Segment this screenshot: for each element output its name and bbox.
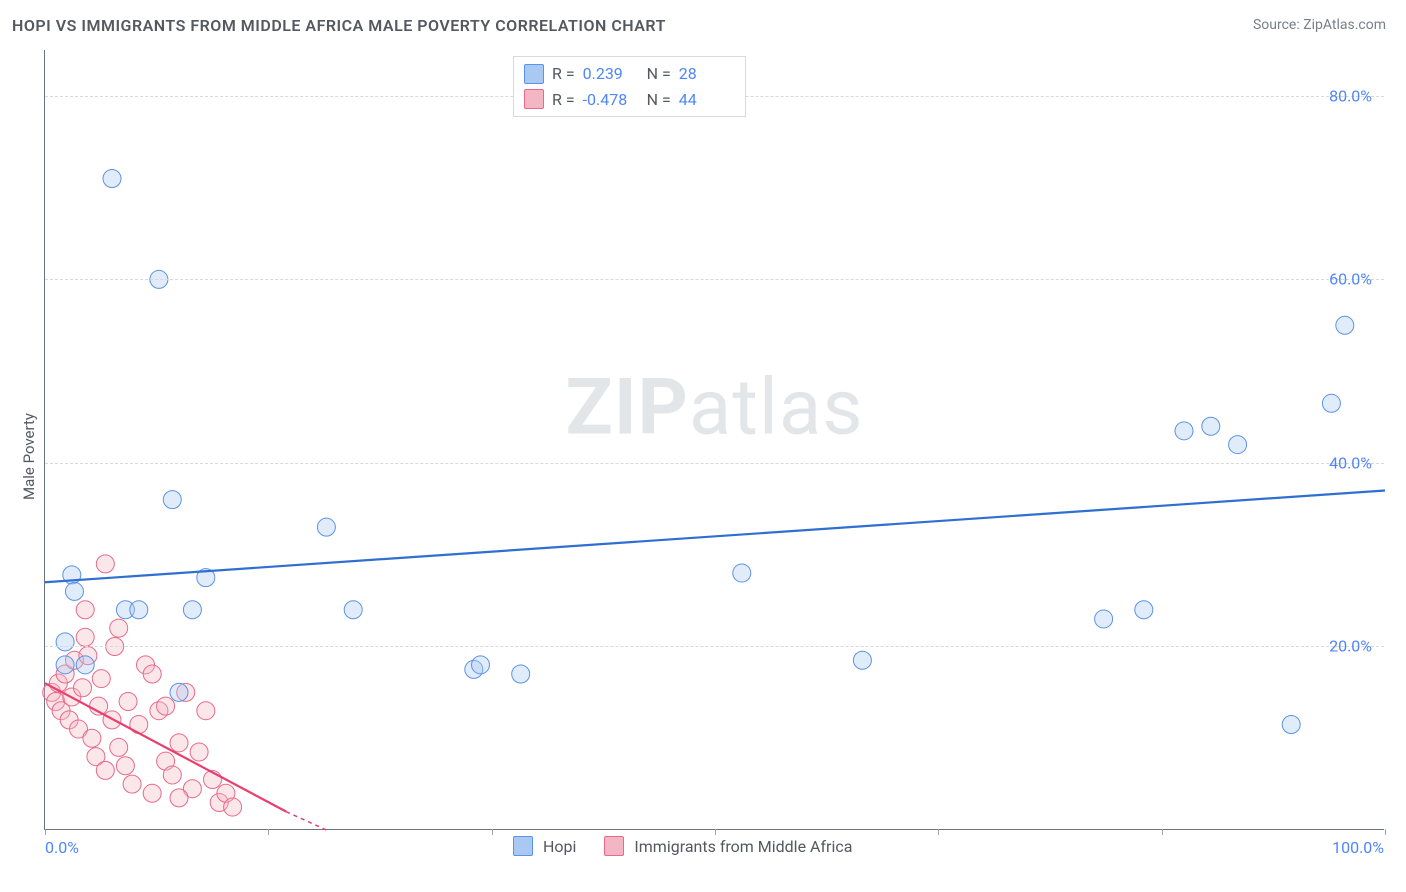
point-hopi bbox=[56, 633, 74, 651]
n-value: 28 bbox=[679, 61, 735, 87]
n-label: N = bbox=[647, 61, 671, 87]
point-immigrants bbox=[92, 670, 110, 688]
point-hopi bbox=[512, 665, 530, 683]
point-immigrants bbox=[157, 697, 175, 715]
x-tick-label-left: 0.0% bbox=[45, 838, 79, 857]
y-tick-label: 20.0% bbox=[1329, 637, 1372, 656]
y-tick-label: 60.0% bbox=[1329, 270, 1372, 289]
header: HOPI VS IMMIGRANTS FROM MIDDLE AFRICA MA… bbox=[0, 0, 1406, 40]
gridline bbox=[45, 463, 1384, 464]
scatter-chart: ZIPatlas 20.0%40.0%60.0%80.0%0.0%100.0% bbox=[44, 50, 1384, 830]
point-hopi bbox=[183, 601, 201, 619]
point-immigrants bbox=[143, 665, 161, 683]
point-immigrants bbox=[224, 798, 242, 816]
r-value: -0.478 bbox=[583, 87, 639, 113]
point-hopi bbox=[1322, 394, 1340, 412]
watermark: ZIPatlas bbox=[565, 363, 863, 454]
x-tick bbox=[938, 829, 939, 835]
source-label: Source: ZipAtlas.com bbox=[1253, 17, 1386, 33]
point-immigrants bbox=[123, 775, 141, 793]
point-immigrants bbox=[76, 628, 94, 646]
point-hopi bbox=[163, 491, 181, 509]
stats-swatch bbox=[524, 64, 544, 84]
x-tick bbox=[715, 829, 716, 835]
n-value: 44 bbox=[679, 87, 735, 113]
y-tick-label: 80.0% bbox=[1329, 86, 1372, 105]
watermark-rest: atlas bbox=[689, 363, 864, 454]
point-hopi bbox=[853, 651, 871, 669]
point-hopi bbox=[65, 582, 83, 600]
point-immigrants bbox=[119, 693, 137, 711]
point-immigrants bbox=[143, 784, 161, 802]
point-immigrants bbox=[74, 679, 92, 697]
point-immigrants bbox=[197, 702, 215, 720]
stats-row: R = 0.239 N = 28 bbox=[524, 61, 735, 87]
point-hopi bbox=[130, 601, 148, 619]
stats-row: R = -0.478 N = 44 bbox=[524, 87, 735, 113]
plot-svg bbox=[45, 50, 345, 200]
x-tick bbox=[1385, 829, 1386, 835]
r-value: 0.239 bbox=[583, 61, 639, 87]
x-tick bbox=[268, 829, 269, 835]
point-hopi bbox=[472, 656, 490, 674]
point-hopi bbox=[1229, 436, 1247, 454]
legend: Hopi Immigrants from Middle Africa bbox=[513, 836, 870, 856]
point-hopi bbox=[1095, 610, 1113, 628]
point-immigrants bbox=[190, 743, 208, 761]
watermark-bold: ZIP bbox=[565, 363, 688, 454]
trendline-immigrants-ext bbox=[286, 812, 326, 830]
trendline-hopi bbox=[45, 490, 1385, 582]
point-immigrants bbox=[110, 738, 128, 756]
point-immigrants bbox=[163, 766, 181, 784]
stats-box: R = 0.239 N = 28 R = -0.478 N = 44 bbox=[513, 56, 746, 117]
point-hopi bbox=[1282, 715, 1300, 733]
legend-label: Hopi bbox=[543, 837, 576, 856]
point-hopi bbox=[1175, 422, 1193, 440]
legend-swatch bbox=[604, 836, 624, 856]
legend-swatch bbox=[513, 836, 533, 856]
point-hopi bbox=[733, 564, 751, 582]
point-immigrants bbox=[96, 761, 114, 779]
r-label: R = bbox=[552, 87, 575, 113]
point-hopi bbox=[56, 656, 74, 674]
r-label: R = bbox=[552, 61, 575, 87]
point-hopi bbox=[317, 518, 335, 536]
gridline bbox=[45, 646, 1384, 647]
stats-swatch bbox=[524, 89, 544, 109]
point-immigrants bbox=[76, 601, 94, 619]
point-hopi bbox=[170, 683, 188, 701]
x-tick bbox=[492, 829, 493, 835]
point-hopi bbox=[1135, 601, 1153, 619]
gridline bbox=[45, 279, 1384, 280]
point-immigrants bbox=[110, 619, 128, 637]
y-tick-label: 40.0% bbox=[1329, 453, 1372, 472]
n-label: N = bbox=[647, 87, 671, 113]
point-hopi bbox=[76, 656, 94, 674]
point-hopi bbox=[103, 169, 121, 187]
point-immigrants bbox=[116, 757, 134, 775]
x-tick bbox=[45, 829, 46, 835]
legend-label: Immigrants from Middle Africa bbox=[634, 837, 852, 856]
point-immigrants bbox=[96, 555, 114, 573]
point-immigrants bbox=[170, 734, 188, 752]
x-tick bbox=[1162, 829, 1163, 835]
y-axis-title: Male Poverty bbox=[20, 413, 38, 500]
point-hopi bbox=[1202, 417, 1220, 435]
point-immigrants bbox=[170, 789, 188, 807]
chart-title: HOPI VS IMMIGRANTS FROM MIDDLE AFRICA MA… bbox=[12, 16, 666, 35]
point-immigrants bbox=[83, 729, 101, 747]
x-tick-label-right: 100.0% bbox=[1332, 838, 1384, 857]
point-hopi bbox=[1336, 316, 1354, 334]
point-hopi bbox=[344, 601, 362, 619]
